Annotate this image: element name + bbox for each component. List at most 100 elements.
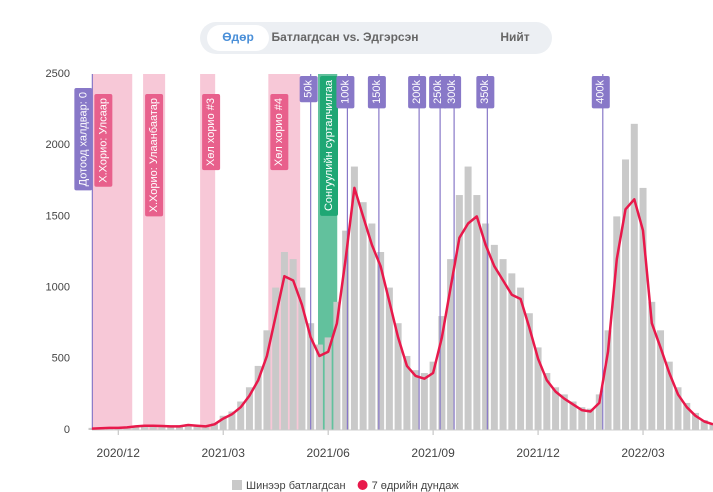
- marker-label-box: [408, 76, 427, 109]
- marker-label-box: [476, 76, 495, 109]
- marker-label: 100k: [339, 80, 351, 104]
- band-label-group: Хөл хорио #4: [270, 94, 289, 171]
- bar: [202, 425, 210, 430]
- marker-label-box: [367, 76, 386, 109]
- tab[interactable]: Өдөр: [222, 30, 254, 44]
- legend-label: Шинээр батлагдсан: [246, 480, 346, 492]
- bar: [630, 123, 638, 430]
- y-tick-label: 0: [64, 424, 70, 436]
- band-label-box: [320, 76, 339, 216]
- band-label-box: [145, 94, 164, 217]
- marker-label-box: [336, 76, 355, 109]
- band-label: Сонгуулийн сурталчилгаа: [323, 79, 335, 211]
- bar: [595, 394, 603, 430]
- band-label-group: Х.Хорио: Улаанбаатар: [145, 94, 164, 217]
- bar: [508, 273, 516, 430]
- bar: [447, 259, 455, 430]
- bar: [622, 159, 630, 430]
- bar: [709, 422, 713, 430]
- marker-label-box: [429, 76, 448, 109]
- tab[interactable]: Батлагдсан vs. Эдгэрсэн: [272, 30, 419, 44]
- bar: [368, 223, 376, 430]
- bar: [683, 402, 691, 430]
- tab-active[interactable]: [207, 25, 269, 51]
- bar: [552, 387, 560, 430]
- marker-label-group: 50k: [299, 76, 318, 103]
- bar: [298, 287, 306, 430]
- y-tick-label: 1500: [46, 210, 70, 222]
- plot-area: [88, 74, 713, 430]
- bar: [569, 401, 577, 430]
- bar: [132, 425, 140, 430]
- bar: [587, 408, 595, 430]
- marker-label: 400k: [595, 80, 607, 104]
- bar: [210, 422, 218, 430]
- bar: [499, 259, 507, 430]
- x-tick-label: 2021/12: [516, 446, 560, 460]
- bar: [578, 407, 586, 430]
- band-label-box: [94, 94, 113, 187]
- marker-label-group: Дотоод халдвар: 0: [74, 88, 93, 191]
- bar: [385, 287, 393, 430]
- y-tick-label: 1000: [46, 282, 70, 294]
- y-tick-label: 2500: [46, 68, 70, 80]
- band-label: Х.Хорио: Улсаар: [97, 98, 109, 183]
- marker-label-box: [443, 76, 462, 109]
- bar: [377, 252, 385, 430]
- band-label-group: Х.Хорио: Улсаар: [94, 94, 113, 187]
- bar: [175, 425, 183, 430]
- marker-label-group: 200k: [408, 76, 427, 109]
- marker-label-group: 300k: [443, 76, 462, 109]
- bar: [272, 287, 280, 430]
- bar: [692, 412, 700, 430]
- bar: [219, 415, 227, 430]
- bar: [193, 425, 201, 430]
- marker-label: 200k: [411, 80, 423, 104]
- marker-label-box: [591, 76, 610, 109]
- x-tick-label: 2021/09: [411, 446, 455, 460]
- band-label: Х.Хорио: Улаанбаатар: [148, 98, 160, 212]
- bar: [490, 244, 498, 430]
- x-tick-label: 2021/06: [306, 446, 350, 460]
- legend-swatch: [232, 480, 242, 490]
- bar: [254, 365, 262, 430]
- bar: [420, 373, 428, 430]
- bar: [674, 387, 682, 430]
- bar: [455, 195, 463, 430]
- x-tick-label: 2022/03: [621, 446, 665, 460]
- bar: [280, 252, 288, 430]
- y-tick-label: 500: [52, 353, 70, 365]
- bar: [140, 425, 148, 430]
- legend-swatch: [357, 480, 368, 490]
- tab[interactable]: Нийт: [500, 30, 529, 44]
- bar: [184, 424, 192, 430]
- bar: [342, 230, 350, 430]
- bar: [394, 323, 402, 430]
- bar: [228, 411, 236, 430]
- marker-label-group: 150k: [367, 76, 386, 109]
- marker-label: 250k: [432, 80, 444, 104]
- band-label-group: Сонгуулийн сурталчилгаа: [320, 76, 339, 216]
- marker-label: 50k: [303, 80, 315, 98]
- marker-label-group: 350k: [476, 76, 495, 109]
- bar: [333, 301, 341, 430]
- bar: [613, 216, 621, 430]
- bar: [639, 187, 647, 430]
- bar: [525, 313, 533, 430]
- x-tick-label: 2021/03: [202, 446, 246, 460]
- bar: [167, 425, 175, 430]
- marker-label-box: [299, 76, 318, 103]
- bar: [464, 166, 472, 430]
- bar: [429, 361, 437, 430]
- bar: [412, 370, 420, 430]
- bar: [350, 166, 358, 430]
- bar: [543, 373, 551, 430]
- bar: [149, 425, 157, 430]
- bar: [517, 287, 525, 430]
- marker-label-group: 400k: [591, 76, 610, 109]
- marker-label: 300k: [446, 80, 458, 104]
- marker-label: Дотоод халдвар: 0: [77, 92, 89, 186]
- bar: [237, 401, 245, 430]
